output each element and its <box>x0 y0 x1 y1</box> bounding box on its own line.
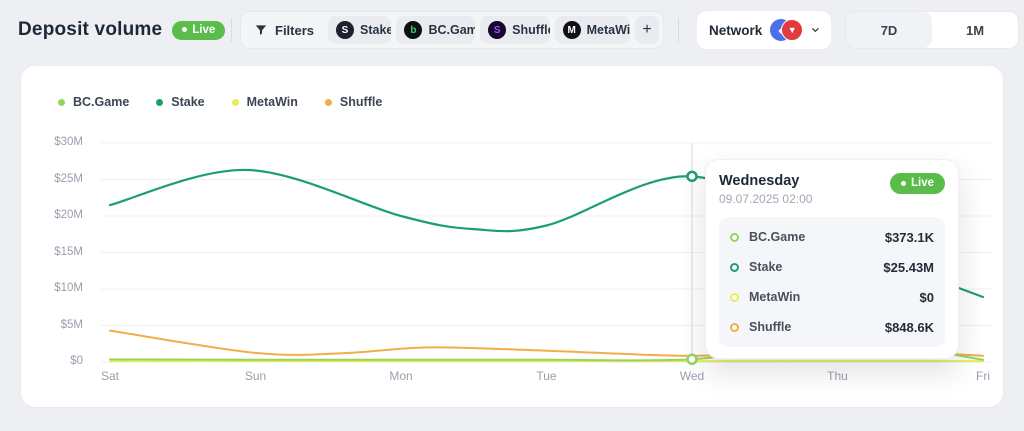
filter-chip-label: Stake <box>360 23 392 37</box>
filter-chip-bcgame[interactable]: bBC.Game× <box>396 16 476 44</box>
legend-item-shuffle[interactable]: Shuffle <box>324 95 383 109</box>
divider <box>678 18 679 42</box>
divider <box>231 18 232 42</box>
filter-chip-label: BC.Game <box>428 23 475 37</box>
filters-button-label: Filters <box>275 22 315 38</box>
y-axis-tick: $15M <box>54 245 83 258</box>
legend-dot-icon <box>156 98 164 106</box>
tooltip-series-value: $25.43M <box>883 259 934 275</box>
chart-card: BC.Game Stake MetaWin Shuffle $30M $25M $20M $… <box>21 66 1003 407</box>
tooltip-live-label: Live <box>910 177 934 189</box>
tooltip-series-name: BC.Game <box>749 230 806 244</box>
x-axis-tick: Tue <box>536 369 557 383</box>
y-axis-tick: $30M <box>54 136 83 148</box>
series-dot-icon <box>730 262 739 272</box>
tooltip-series-value: $848.6K <box>884 319 934 335</box>
filters-bar: Filters SStake×bBC.Game×SShuffle×MMetaWi… <box>240 11 664 49</box>
chevron-down-icon <box>812 28 819 32</box>
series-dot-icon <box>730 322 739 332</box>
legend-dot-icon <box>324 98 332 106</box>
network-select[interactable]: Network ◆▼ <box>697 11 831 49</box>
x-axis-tick: Wed <box>679 369 705 383</box>
tooltip-series-name: MetaWin <box>749 290 801 304</box>
x-axis-tick: Fri <box>976 369 990 383</box>
page-title: Deposit volume <box>18 19 163 40</box>
filter-chip-shuffle[interactable]: SShuffle× <box>480 16 550 44</box>
y-axis-tick: $0 <box>70 355 83 367</box>
live-dot-icon <box>900 180 906 186</box>
legend-label: BC.Game <box>73 95 130 109</box>
top-toolbar: Deposit volume Live Filters SStake×bBC.G… <box>0 0 1024 60</box>
tooltip-row-shuffle: Shuffle $848.6K <box>730 312 934 342</box>
range-toggle: 7D 1M <box>845 11 1019 49</box>
series-dot-icon <box>730 232 739 242</box>
tooltip-series-value: $373.1K <box>884 229 934 245</box>
filters-button[interactable]: Filters <box>245 23 323 38</box>
tooltip-series-name: Shuffle <box>749 320 792 334</box>
hover-marker-stake <box>686 170 698 183</box>
live-dot-icon <box>182 27 188 32</box>
x-axis-tick: Mon <box>389 369 413 383</box>
add-filter-button[interactable]: + <box>635 16 659 44</box>
x-axis-tick: Thu <box>827 369 848 383</box>
network-select-label: Network <box>709 22 763 38</box>
filter-chip-label: MetaWin <box>586 23 630 37</box>
chart-legend: BC.Game Stake MetaWin Shuffle <box>58 95 382 109</box>
legend-label: MetaWin <box>246 95 298 109</box>
y-axis-tick: $20M <box>54 209 83 221</box>
live-badge: Live <box>172 20 226 40</box>
legend-item-metawin[interactable]: MetaWin <box>231 95 298 109</box>
filter-funnel-icon <box>255 25 267 35</box>
tooltip-row-metawin: MetaWin $0 <box>730 282 934 312</box>
metawin-logo-icon: M <box>562 21 581 39</box>
tooltip-header: Wednesday 09.07.2025 02:00 Live <box>719 173 945 206</box>
y-axis-tick: $5M <box>60 318 83 331</box>
tooltip-row-stake: Stake $25.43M <box>730 252 934 282</box>
title-group: Deposit volume Live <box>18 0 226 60</box>
legend-item-stake[interactable]: Stake <box>156 95 205 109</box>
chart-tooltip: Wednesday 09.07.2025 02:00 Live BC.Game $… <box>705 159 959 359</box>
tooltip-series-name: Stake <box>749 260 783 274</box>
legend-dot-icon <box>58 98 65 106</box>
network-red-coin-icon: ▼ <box>781 19 804 41</box>
tooltip-live-badge: Live <box>889 173 945 194</box>
legend-dot-icon <box>231 98 239 106</box>
live-badge-label: Live <box>192 23 216 36</box>
network-coins: ◆▼ <box>770 19 804 41</box>
tooltip-series-value: $0 <box>919 289 934 305</box>
x-axis-tick: Sat <box>100 369 119 383</box>
tooltip-title: Wednesday <box>719 173 800 189</box>
legend-label: Stake <box>171 95 205 109</box>
y-axis-tick: $25M <box>54 172 83 185</box>
series-dot-icon <box>730 292 739 302</box>
legend-item-bcgame[interactable]: BC.Game <box>58 95 129 109</box>
range-button-1m[interactable]: 1M <box>932 12 1018 48</box>
legend-label: Shuffle <box>339 95 383 109</box>
tooltip-rows: BC.Game $373.1K Stake $25.43M MetaWin $0 Shuff… <box>719 217 945 347</box>
range-button-7d[interactable]: 7D <box>846 12 932 48</box>
filter-chip-label: Shuffle <box>512 23 549 37</box>
tooltip-row-bcgame: BC.Game $373.1K <box>730 222 934 252</box>
bcgame-logo-icon: b <box>404 21 423 39</box>
y-axis-tick: $10M <box>54 282 83 294</box>
tooltip-datetime: 09.07.2025 02:00 <box>719 192 813 206</box>
stake-logo-icon: S <box>336 21 355 39</box>
shuffle-logo-icon: S <box>488 21 507 39</box>
x-axis-tick: Sun <box>244 369 267 383</box>
hover-marker-bcgame <box>686 353 698 366</box>
